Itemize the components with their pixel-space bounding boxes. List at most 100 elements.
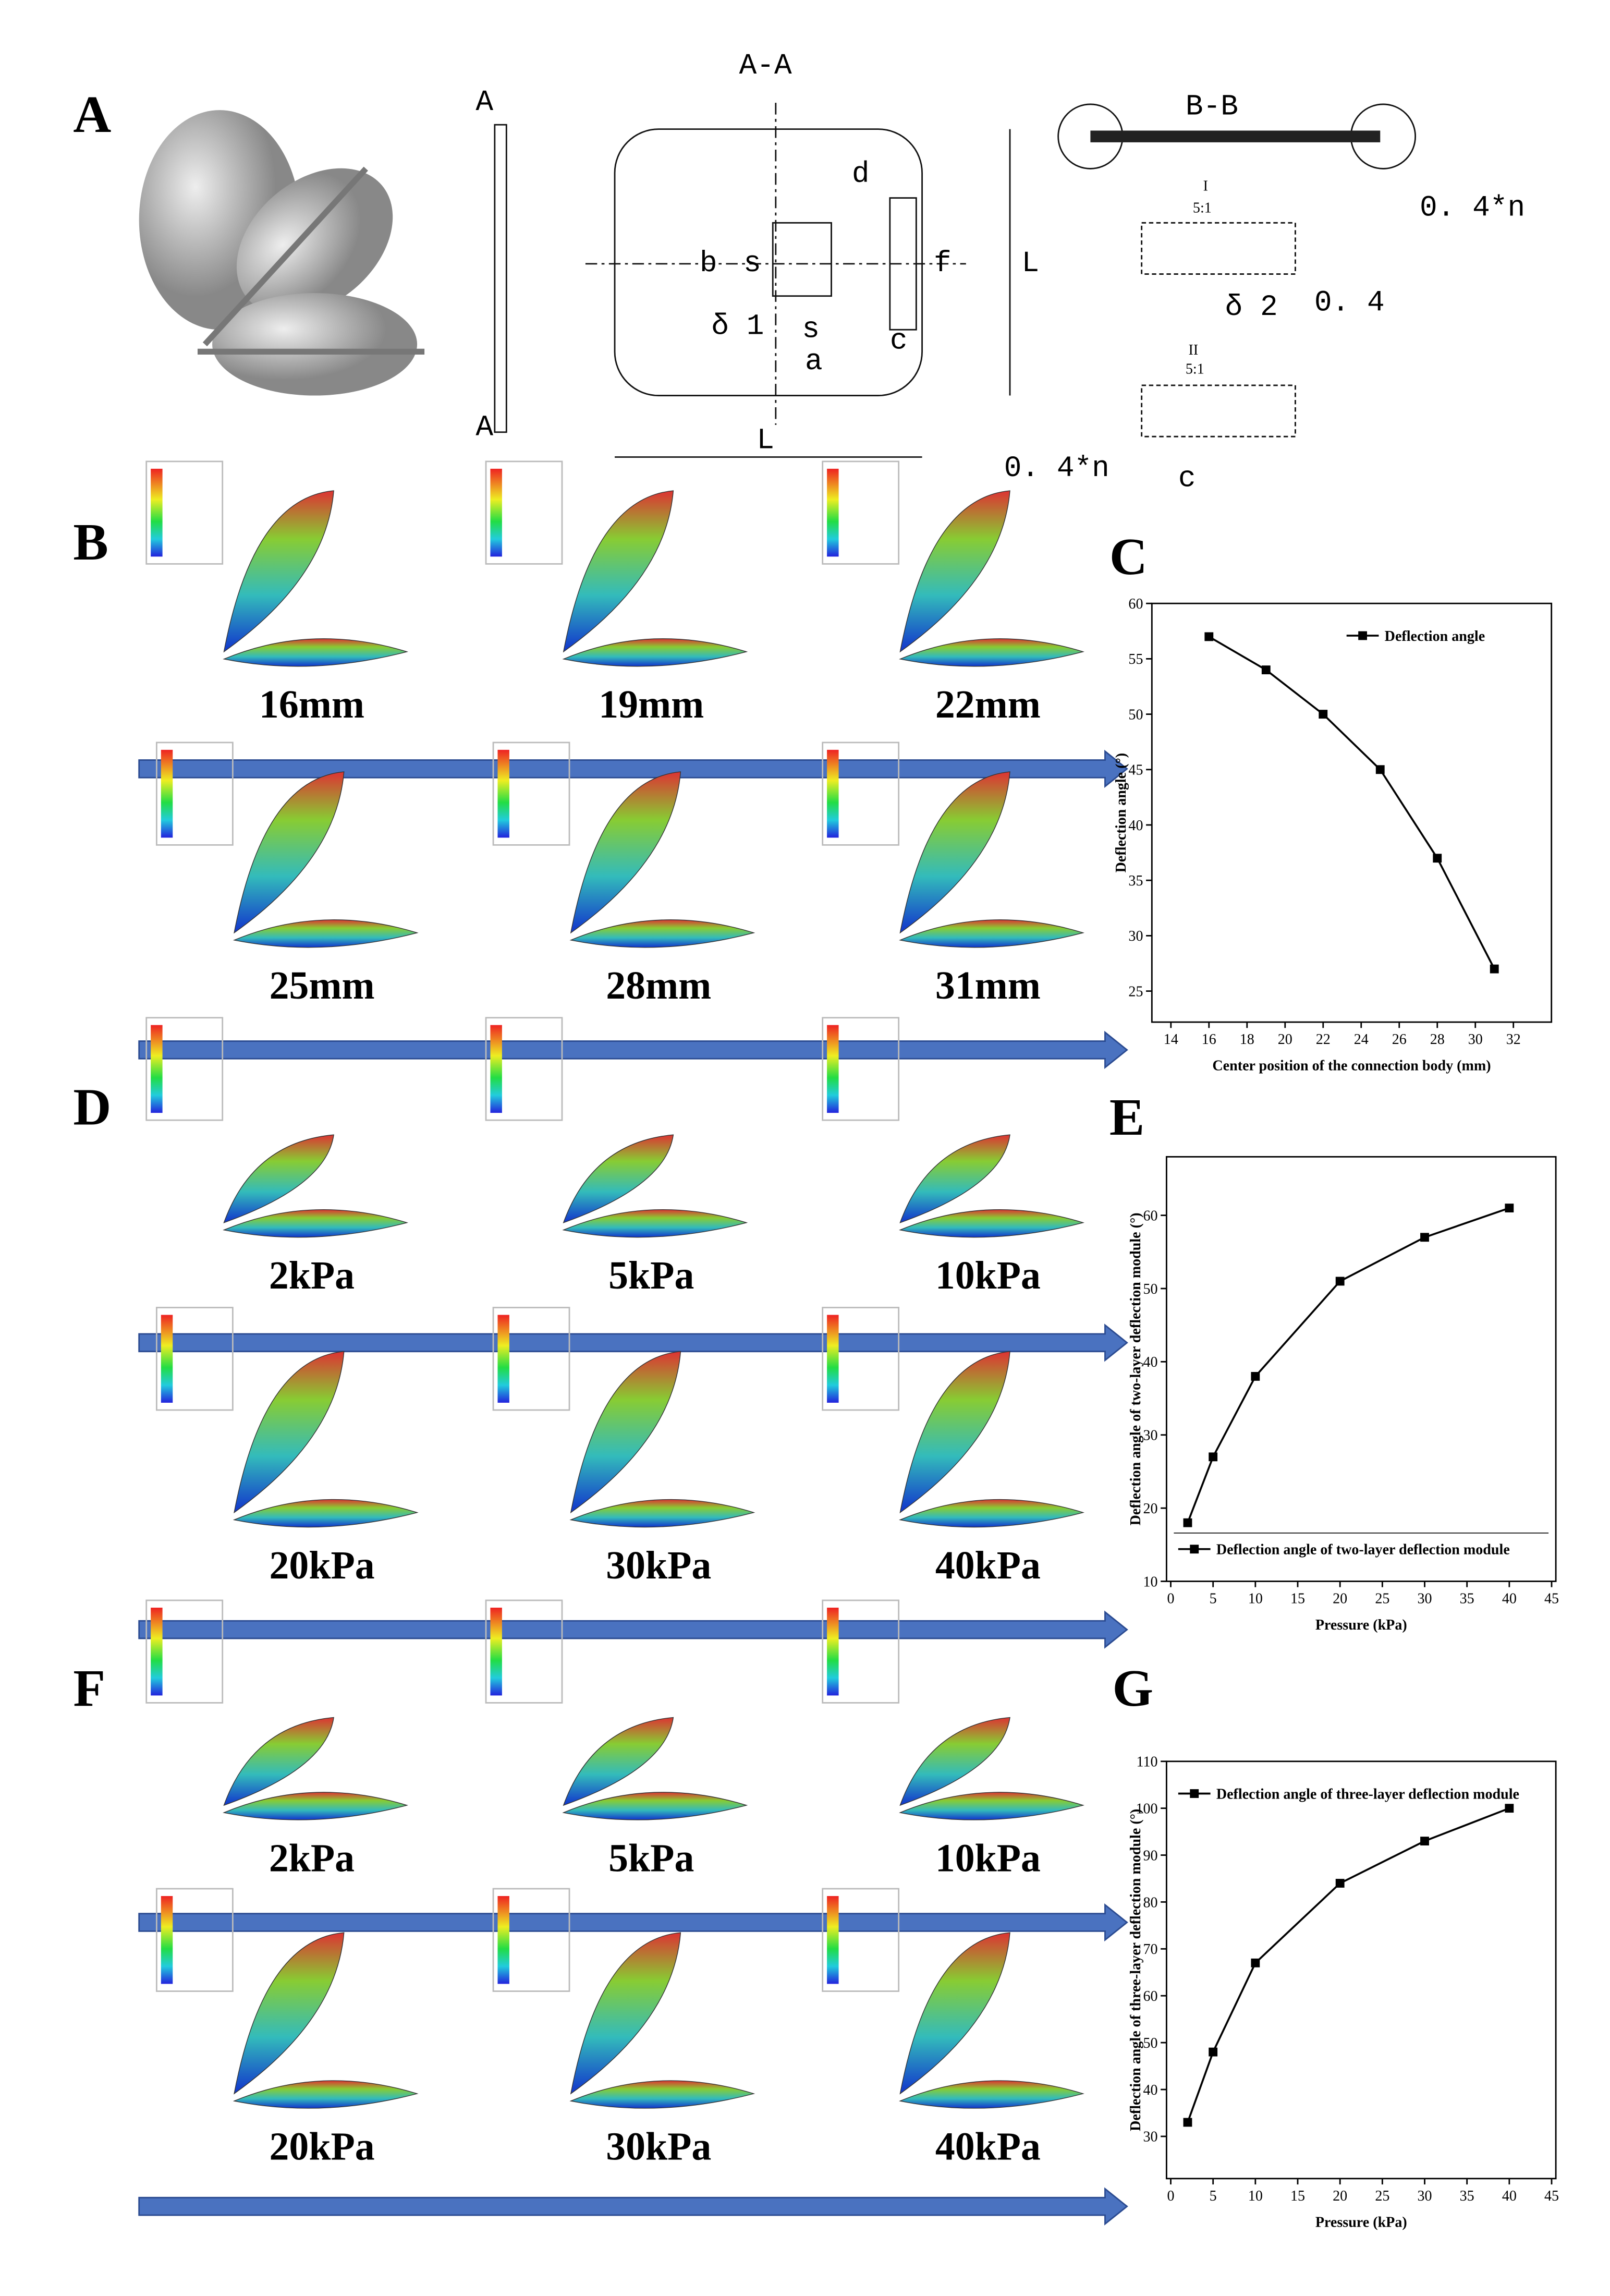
colorbar (827, 468, 839, 557)
legend-box (822, 1888, 900, 1992)
x-tick-label: 26 (1392, 1031, 1407, 1048)
y-tick-label: 30 (1143, 1428, 1157, 1444)
x-tick-label: 40 (1502, 1591, 1517, 1607)
x-tick-label: 25 (1375, 2188, 1389, 2204)
panel-label: B (73, 513, 108, 571)
y-tick-label: 40 (1143, 2082, 1157, 2098)
charts: 14 16 18 20 22 24 26 28 30 322530354045505560Cent… (1113, 596, 1559, 2230)
legend-box (492, 742, 570, 846)
y-axis-label: Deflection angle of three-layer deflecti… (1128, 1809, 1144, 2131)
model-3d (139, 110, 425, 396)
y-tick-label: 80 (1143, 1894, 1157, 1911)
sim-label: 20kPa (270, 2124, 375, 2168)
deformed-module (899, 638, 1084, 667)
dim: L (757, 424, 774, 457)
x-tick-label: 16 (1202, 1031, 1216, 1048)
y-tick-label: 40 (1143, 1354, 1157, 1370)
sim-label: 10kPa (935, 1254, 1041, 1297)
sim-label: 30kPa (606, 2124, 711, 2168)
legend-label: Deflection angle of three-layer deflecti… (1216, 1786, 1519, 1802)
deformed-module (899, 1717, 1010, 1806)
x-tick-label: 20 (1333, 1591, 1347, 1607)
sim-label: 22mm (935, 683, 1041, 726)
deformed-module (562, 638, 748, 667)
deformed-module (899, 1932, 1010, 2095)
arrow (138, 749, 1128, 788)
x-tick-label: 40 (1502, 2188, 1517, 2204)
deformed-module (899, 2080, 1084, 2109)
sim-label: 19mm (599, 683, 704, 726)
deformed-module (899, 1134, 1010, 1223)
deformed-module (233, 2080, 419, 2109)
dim: b (700, 247, 717, 280)
data-point (1209, 1452, 1218, 1462)
legend-box (822, 1599, 900, 1704)
x-tick-label: 30 (1468, 1031, 1483, 1048)
y-tick-label: 70 (1143, 1941, 1157, 1958)
y-tick-label: 100 (1136, 1801, 1157, 1817)
panel-labels: A B C D E F G (73, 85, 1153, 1717)
legend-box (492, 1307, 570, 1411)
x-tick-label: 30 (1417, 1591, 1432, 1607)
dim: s (802, 312, 820, 346)
x-tick-label: 15 (1290, 1591, 1305, 1607)
arrow (138, 2187, 1128, 2226)
x-tick-label: 5 (1210, 1591, 1217, 1607)
cut-label: A (475, 410, 493, 444)
colorbar (151, 1607, 163, 1696)
sim-label: 20kPa (270, 1544, 375, 1587)
deformed-module (899, 1209, 1084, 1238)
y-axis-label: Deflection angle (°) (1113, 753, 1129, 872)
data-point (1505, 1204, 1514, 1213)
deformed-module (223, 1717, 334, 1806)
legend-label: Deflection angle (1385, 628, 1485, 645)
dim: f (934, 247, 952, 280)
colorbar (497, 749, 509, 838)
deformed-module (233, 919, 419, 948)
data-point (1420, 1837, 1429, 1845)
deformed-module (569, 2080, 755, 2109)
x-tick-label: 15 (1290, 2188, 1305, 2204)
y-tick-label: 60 (1143, 1208, 1157, 1224)
deformed-module (899, 1351, 1010, 1514)
colorbar (827, 749, 839, 838)
deformed-module (899, 919, 1084, 948)
x-axis-label: Pressure (kPa) (1315, 1617, 1407, 1633)
deformed-module (569, 919, 755, 948)
legend-box (485, 1599, 563, 1704)
data-point (1204, 632, 1214, 641)
x-tick-label: 22 (1316, 1031, 1331, 1048)
deformed-module (569, 1499, 755, 1528)
deformed-module (223, 1209, 408, 1238)
arrow (138, 1323, 1128, 1362)
legend-marker (1190, 1545, 1199, 1554)
x-tick-label: 45 (1544, 2188, 1559, 2204)
sim-label: 25mm (270, 964, 375, 1007)
sim-label: 5kPa (608, 1254, 694, 1297)
legend-box (822, 1017, 900, 1121)
x-tick-label: 14 (1164, 1031, 1178, 1048)
legend-box (822, 460, 900, 565)
x-tick-label: 24 (1354, 1031, 1369, 1048)
dim: 0. 4*n (1420, 191, 1525, 224)
sim-label: 10kPa (935, 1836, 1041, 1880)
panel-label: C (1109, 527, 1148, 586)
colorbar (827, 1896, 839, 1984)
deformed-module (563, 1134, 674, 1223)
x-tick-label: 5 (1210, 2188, 1217, 2204)
colorbar (151, 1025, 163, 1113)
sim-label: 28mm (606, 964, 711, 1007)
legend-box (822, 1307, 900, 1411)
deformed-module (570, 771, 681, 934)
legend-marker (1358, 631, 1367, 640)
y-tick-label: 60 (1143, 1988, 1157, 2005)
y-tick-label: 30 (1128, 928, 1143, 944)
detail-label: I (1203, 178, 1208, 195)
legend-box (145, 1599, 224, 1704)
plot-frame (1151, 602, 1553, 1023)
y-tick-label: 30 (1143, 2129, 1157, 2145)
x-tick-label: 0 (1167, 2188, 1174, 2204)
deformed-module (223, 490, 334, 653)
x-tick-label: 28 (1430, 1031, 1445, 1048)
colorbar (161, 749, 173, 838)
